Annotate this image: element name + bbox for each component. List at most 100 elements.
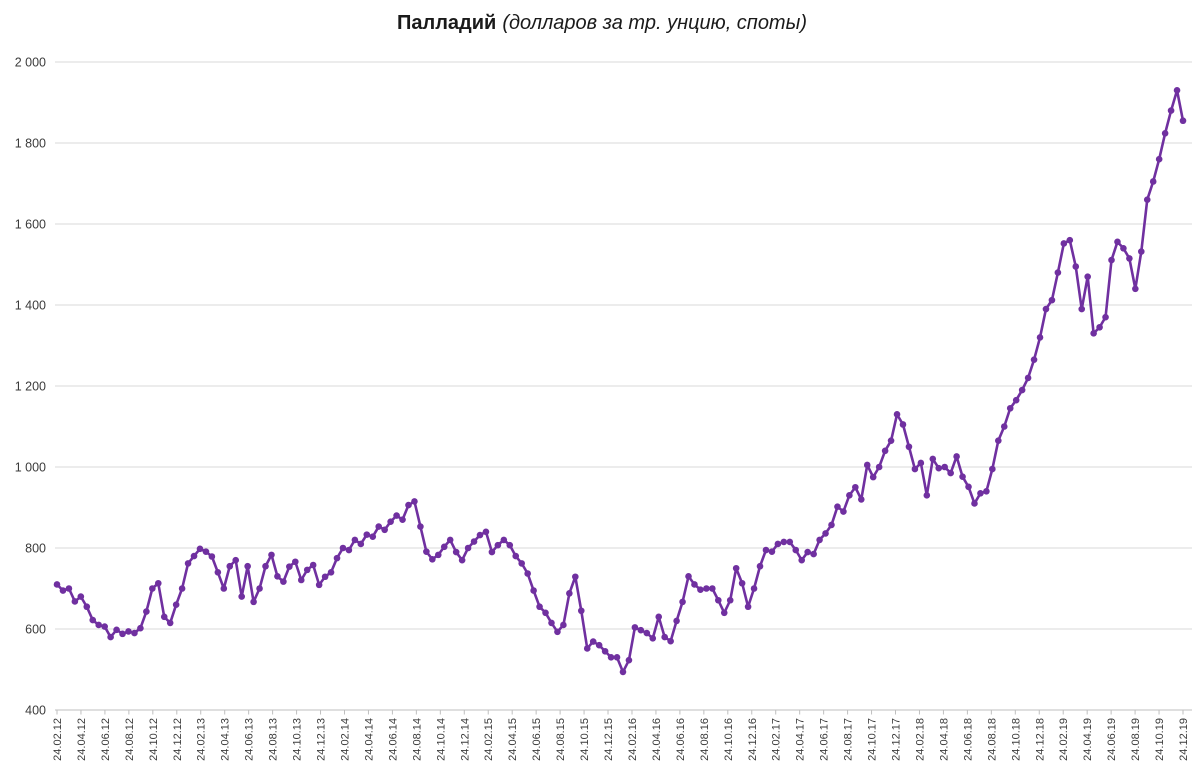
data-point-marker (673, 617, 680, 625)
data-point-marker (1120, 245, 1127, 252)
data-point-marker (941, 463, 948, 471)
y-axis-tick-label: 400 (25, 704, 46, 718)
data-point-marker (959, 473, 966, 481)
data-point-marker (512, 552, 520, 560)
data-point-marker (530, 587, 537, 594)
data-point-marker (77, 593, 85, 600)
data-point-marker (321, 573, 329, 581)
x-axis-tick-label: 24.02.12 (52, 718, 64, 761)
y-axis-tick-label: 1 800 (15, 137, 46, 151)
x-axis-tick-label: 24.02.18 (914, 718, 926, 761)
x-axis-tick-label: 24.02.15 (483, 718, 495, 761)
data-point-marker (172, 601, 180, 608)
data-point-marker (905, 443, 913, 451)
data-point-marker (1114, 238, 1121, 246)
x-axis-tick-label: 24.12.17 (891, 718, 903, 761)
data-point-marker (417, 523, 424, 530)
data-point-marker (875, 463, 883, 471)
x-axis-tick-label: 24.12.14 (459, 718, 471, 761)
data-point-marker (995, 437, 1002, 444)
data-point-marker (828, 521, 835, 529)
data-point-marker (893, 411, 901, 418)
data-point-marker (1060, 240, 1068, 247)
y-axis-tick-label: 2 000 (15, 56, 46, 70)
data-point-marker (923, 492, 931, 499)
data-point-marker (506, 541, 514, 549)
x-axis-tick-label: 24.02.19 (1058, 718, 1070, 761)
data-point-marker (1042, 305, 1050, 313)
data-point-marker (601, 647, 609, 655)
data-point-marker (774, 540, 782, 548)
data-point-marker (1030, 356, 1038, 363)
data-point-marker (1024, 374, 1032, 382)
data-point-marker (661, 633, 668, 641)
data-point-marker (1161, 129, 1169, 137)
data-point-marker (720, 609, 728, 617)
y-axis-tick-label: 1 600 (15, 218, 46, 232)
data-point-marker (238, 593, 245, 600)
data-point-marker (452, 548, 460, 556)
data-point-marker (154, 579, 162, 587)
data-point-marker (458, 556, 466, 564)
data-point-marker (202, 548, 210, 555)
x-axis-tick-label: 24.10.19 (1154, 718, 1166, 761)
data-point-marker (470, 538, 478, 545)
data-point-marker (1072, 263, 1080, 270)
data-point-marker (315, 581, 323, 589)
data-point-marker (899, 421, 907, 428)
x-axis-tick-label: 24.06.14 (387, 718, 399, 761)
data-point-marker (166, 619, 174, 627)
data-point-marker (518, 560, 525, 567)
data-point-marker (697, 586, 704, 594)
data-point-marker (375, 523, 383, 530)
data-point-marker (548, 619, 555, 627)
data-point-marker (101, 623, 108, 630)
data-point-marker (989, 465, 996, 473)
data-point-marker (119, 630, 126, 638)
data-point-marker (1078, 305, 1086, 313)
data-point-marker (971, 500, 978, 507)
data-point-marker (232, 556, 240, 564)
data-point-marker (250, 598, 257, 606)
data-point-marker (852, 483, 859, 491)
data-point-marker (113, 626, 120, 634)
x-axis-tick-label: 24.02.17 (771, 718, 783, 761)
data-point-marker (429, 556, 436, 563)
data-point-marker (1108, 256, 1115, 264)
x-axis-tick-label: 24.10.17 (867, 718, 879, 761)
data-point-marker (935, 464, 943, 472)
data-point-marker (887, 437, 895, 444)
data-point-marker (274, 573, 281, 580)
y-axis-tick-label: 1 400 (15, 299, 46, 313)
x-axis-tick-label: 24.08.18 (986, 718, 998, 761)
data-point-marker (83, 603, 91, 611)
data-point-marker (1096, 323, 1103, 331)
data-point-marker (488, 548, 496, 556)
chart-title-subtitle: (долларов за тр. унцию, споты) (502, 12, 807, 34)
data-point-marker (834, 503, 841, 510)
x-axis-tick-label: 24.02.13 (196, 718, 208, 761)
data-point-marker (965, 483, 972, 491)
x-axis-tick-label: 24.08.14 (411, 718, 423, 761)
data-point-marker (59, 587, 67, 594)
data-point-marker (125, 628, 132, 635)
data-point-marker (1090, 330, 1097, 337)
y-axis-tick-label: 1 200 (15, 380, 46, 394)
data-point-marker (208, 553, 216, 560)
data-point-marker (464, 544, 472, 552)
data-point-marker (1084, 273, 1091, 280)
data-point-marker (345, 546, 353, 554)
data-point-marker (190, 552, 198, 560)
data-point-marker (351, 536, 359, 544)
x-axis-tick-label: 24.12.13 (316, 718, 328, 761)
data-point-marker (637, 626, 645, 634)
x-axis-tick-label: 24.08.19 (1130, 718, 1142, 761)
data-point-marker (160, 613, 168, 621)
data-point-marker (911, 465, 919, 473)
data-point-marker (244, 562, 251, 570)
x-axis-tick-label: 24.12.12 (172, 718, 184, 761)
data-point-marker (71, 598, 79, 605)
data-point-marker (1054, 269, 1062, 276)
